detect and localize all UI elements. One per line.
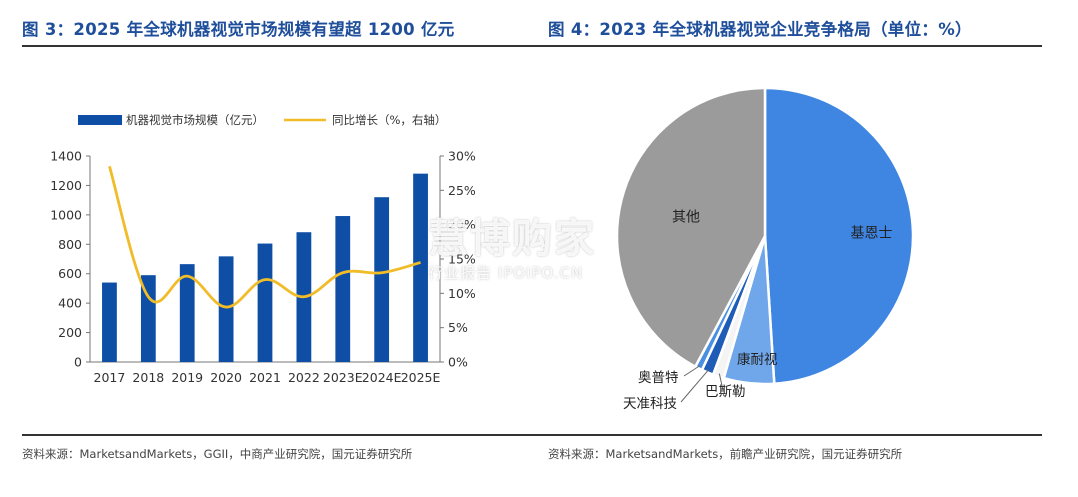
x-tick-label: 2020 <box>210 370 242 385</box>
x-tick-label: 2019 <box>171 370 203 385</box>
y-left-tick-label: 1200 <box>50 178 82 193</box>
bar-2017 <box>102 282 117 362</box>
chart-title-market-size: 图 3：2025 年全球机器视觉市场规模有望超 1200 亿元 <box>22 20 455 39</box>
legend-label-line: 同比增长（%，右轴） <box>332 113 446 127</box>
x-tick-label: 2022 <box>288 370 320 385</box>
pie-label-2: 巴斯勒 <box>705 384 746 400</box>
pie-label-5: 其他 <box>672 209 700 225</box>
pie-label-4: 奥普特 <box>638 369 679 386</box>
pie-leader-3 <box>680 369 710 403</box>
bar-2025E <box>413 173 428 362</box>
x-tick-label: 2017 <box>94 370 126 385</box>
top-divider <box>22 45 1042 47</box>
y-right-tick-label: 15% <box>448 252 476 267</box>
growth-line <box>108 165 421 309</box>
y-left-tick-label: 600 <box>58 266 82 281</box>
pie-leader-4 <box>683 365 701 377</box>
pie-slice-5 <box>615 86 767 369</box>
bar-2024E <box>374 197 390 362</box>
legend-label-bar: 机器视觉市场规模（亿元） <box>126 113 264 127</box>
y-left-tick-label: 0 <box>74 355 82 370</box>
bar-2018 <box>140 275 156 362</box>
y-left-tick-label: 1000 <box>50 207 82 222</box>
y-right-tick-label: 20% <box>448 217 476 232</box>
pie-label-1: 康耐视 <box>737 351 778 368</box>
x-tick-label: 2025E <box>401 370 441 385</box>
x-tick-label: 2018 <box>132 370 164 385</box>
pie-slice-0 <box>763 86 915 386</box>
pie-label-3: 天准科技 <box>623 396 677 412</box>
legend: 机器视觉市场规模（亿元） 同比增长（%，右轴） <box>78 113 446 127</box>
x-tick-label: 2023E <box>323 370 363 385</box>
y-right-tick-label: 5% <box>448 320 468 335</box>
x-tick-label: 2024E <box>362 370 402 385</box>
y-right-tick-label: 25% <box>448 183 476 198</box>
bottom-divider <box>22 434 1042 436</box>
y-left-tick-label: 800 <box>58 237 82 252</box>
y-right-tick-label: 0% <box>448 355 468 370</box>
bar-2020 <box>218 256 234 362</box>
pie-label-0: 基恩士 <box>851 225 893 242</box>
y-right-tick-label: 10% <box>448 286 476 301</box>
legend-swatch-bar <box>78 115 122 125</box>
y-left-tick-label: 400 <box>58 296 82 311</box>
bar-2019 <box>179 264 195 362</box>
y-left-tick-label: 200 <box>58 325 82 340</box>
source-note-right: 资料来源：MarketsandMarkets，前瞻产业研究院，国元证券研究所 <box>548 447 903 461</box>
chart-title-competition: 图 4：2023 年全球机器视觉企业竞争格局（单位：%） <box>548 20 972 39</box>
market-size-chart: 机器视觉市场规模（亿元） 同比增长（%，右轴） 0 200 400 600 800 1000 1… <box>50 113 476 385</box>
bar-2023E <box>335 216 351 362</box>
y-left-tick-label: 1400 <box>50 149 82 164</box>
bar-2021 <box>257 243 273 362</box>
y-right-tick-label: 30% <box>448 149 476 164</box>
x-tick-label: 2021 <box>249 370 281 385</box>
source-note-left: 资料来源：MarketsandMarkets，GGII，中商产业研究院，国元证券… <box>22 447 413 461</box>
pie-leader-2 <box>718 373 724 391</box>
